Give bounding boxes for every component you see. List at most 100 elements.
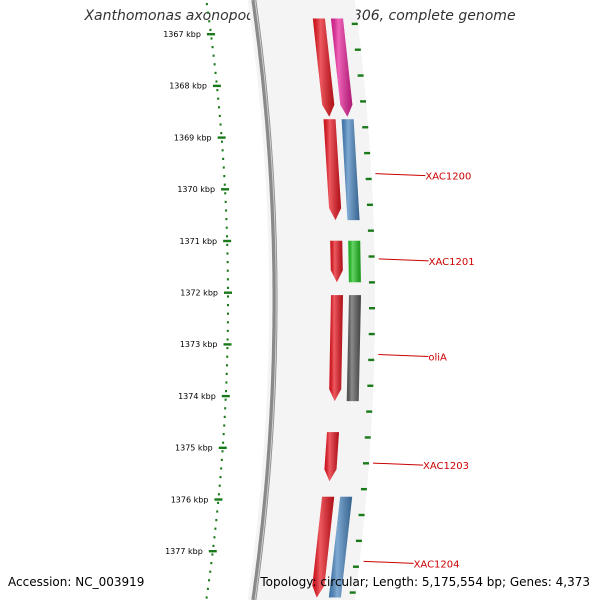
gene-label[interactable]: XAC1200	[425, 172, 471, 183]
scale-dot	[215, 519, 218, 522]
scale-dot	[216, 510, 219, 513]
outer-scale-tick	[368, 281, 375, 284]
scale-dot	[226, 235, 229, 238]
gene-tracks[interactable]	[312, 18, 361, 598]
backbone-highlight	[254, 0, 277, 600]
scale-dot	[206, 587, 209, 590]
scale-tick	[221, 188, 230, 191]
genome-stats-text: Topology: circular; Length: 5,175,554 bp…	[260, 575, 590, 589]
ring-background	[247, 0, 375, 600]
scale-tick-label: 1371 kbp	[179, 237, 217, 246]
scale-dot	[210, 562, 213, 565]
gene-inner-arrow-shading	[312, 18, 335, 117]
scale-dot	[219, 476, 222, 479]
scale-dot	[226, 312, 229, 315]
outer-scale-tick	[358, 513, 365, 517]
scale-dot	[226, 243, 229, 246]
scale-tick-label: 1370 kbp	[177, 185, 215, 194]
scale-tick-label: 1368 kbp	[169, 82, 207, 91]
scale-dot	[222, 166, 225, 169]
outer-scale-tick	[364, 151, 371, 155]
scale-dot	[222, 441, 225, 444]
gene-label-leader	[375, 173, 426, 177]
scale-dot	[218, 106, 221, 109]
scale-dot	[212, 544, 215, 547]
outer-scale-tick	[367, 384, 374, 387]
gene-labels[interactable]: XAC1200 XAC1201 oliA XAC1204 XAC1203	[363, 172, 475, 571]
scale-dot	[226, 347, 229, 350]
outer-scale-tick	[368, 358, 375, 362]
gene-label-leader	[372, 462, 424, 466]
scale-dot	[226, 295, 229, 298]
gene-label[interactable]: oliA	[428, 353, 447, 364]
scale-dot	[215, 80, 218, 83]
gene-inner-arrow-shading	[329, 295, 343, 402]
scale-dot	[220, 467, 223, 470]
scale-dot	[222, 433, 225, 436]
outer-scale-tick	[368, 307, 375, 310]
scale-tick	[223, 343, 232, 346]
scale-dot	[222, 157, 225, 160]
scale-dot	[218, 114, 221, 117]
outer-scale-tick	[368, 332, 375, 336]
scale-dot	[218, 484, 221, 487]
scale-dot	[226, 321, 229, 324]
scale-tick	[223, 239, 232, 243]
outer-scale-tick	[366, 203, 373, 207]
genome-ring-band	[247, 0, 375, 600]
scale-dot	[224, 398, 227, 401]
scale-dot	[226, 261, 229, 264]
genome-backbone	[251, 0, 278, 600]
scale-dot	[220, 140, 223, 143]
scale-dot	[210, 37, 213, 40]
backbone-line	[251, 0, 278, 600]
gene-inner-arrow-shading	[324, 432, 339, 482]
accession-text: Accession: NC_003919	[8, 575, 145, 589]
scale-dot	[221, 149, 224, 152]
scale-dot	[217, 97, 220, 100]
scale-dot	[226, 355, 229, 358]
scale-tick	[217, 136, 226, 139]
outer-scale-tick	[368, 255, 375, 258]
scale-dot	[225, 218, 228, 221]
scale-dot	[220, 132, 223, 135]
gene-label[interactable]: XAC1201	[429, 257, 475, 268]
scale-tick-label: 1376 kbp	[171, 495, 209, 504]
gene-inner-arrow-shading	[312, 496, 335, 598]
scale-dot	[226, 278, 229, 281]
scale-dot	[224, 200, 227, 203]
scale-dot	[209, 570, 212, 573]
scale-dot	[226, 252, 229, 255]
scale-tick-label: 1373 kbp	[180, 340, 218, 349]
gene-outer-arrow-shading	[341, 119, 360, 221]
scale-tick	[214, 498, 223, 501]
gene-label-leader	[378, 354, 429, 358]
gene-inner-arrow-shading	[323, 119, 342, 221]
gene-outer-arrow-shading	[328, 496, 353, 598]
gene-label[interactable]: XAC1204	[414, 559, 460, 570]
scale-dot	[226, 286, 229, 289]
scale-dot	[209, 28, 212, 31]
scale-dot	[226, 338, 229, 341]
scale-dot	[224, 407, 227, 410]
scale-dot	[211, 46, 214, 49]
scale-tick-label: 1375 kbp	[175, 444, 213, 453]
scale-dot	[225, 209, 228, 212]
scale-dot	[205, 596, 208, 599]
scale-tick	[212, 84, 221, 88]
outer-scale-tick	[367, 229, 374, 232]
scale-dot	[225, 364, 228, 367]
outer-scale-tick	[362, 126, 369, 129]
outer-scale-tick	[355, 539, 362, 543]
scale-tick	[206, 33, 215, 36]
gene-outer-arrow-shading	[330, 18, 353, 117]
kbp-scale: 1367 kbp 1368 kbp 1369 kbp 1370 kbp 1371 kbp…	[163, 3, 375, 599]
scale-tick-label: 1374 kbp	[178, 392, 216, 401]
scale-dot	[224, 192, 227, 195]
scale-dot	[213, 536, 216, 539]
gene-label[interactable]: XAC1203	[423, 461, 469, 472]
scale-dot	[226, 304, 229, 307]
outer-scale-tick	[362, 462, 369, 465]
scale-dot	[214, 527, 217, 530]
